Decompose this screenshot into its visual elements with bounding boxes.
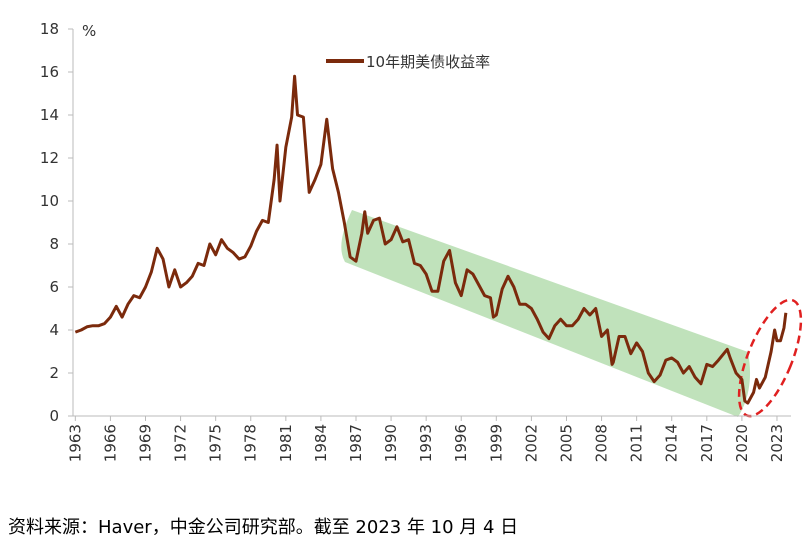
x-tick-label: 1993 xyxy=(417,424,435,462)
y-tick-label: 4 xyxy=(49,321,59,339)
y-tick-label: 18 xyxy=(40,20,59,38)
y-tick-label: 10 xyxy=(40,192,59,210)
x-tick-label: 1972 xyxy=(172,424,190,462)
y-tick-label: 2 xyxy=(49,364,59,382)
highlight-ellipse xyxy=(737,298,803,418)
x-tick-label: 1978 xyxy=(242,424,260,462)
x-tick-label: 2011 xyxy=(628,424,646,462)
x-tick-label: 1999 xyxy=(487,424,505,462)
y-unit: % xyxy=(82,22,96,40)
x-tick-label: 1963 xyxy=(66,424,84,462)
x-tick-label: 2014 xyxy=(663,424,681,462)
source-note: 资料来源：Haver，中金公司研究部。截至 2023 年 10 月 4 日 xyxy=(8,517,518,538)
x-tick-label: 2020 xyxy=(733,424,751,462)
x-tick-label: 2002 xyxy=(522,424,540,462)
x-tick-label: 2008 xyxy=(593,424,611,462)
y-tick-label: 12 xyxy=(40,149,59,167)
y-tick-label: 0 xyxy=(49,407,59,425)
x-tick-label: 1981 xyxy=(277,424,295,462)
x-tick-label: 2005 xyxy=(557,424,575,462)
y-tick-label: 6 xyxy=(49,278,59,296)
y-tick-label: 14 xyxy=(40,106,59,124)
x-tick-label: 2023 xyxy=(768,424,786,462)
x-tick-label: 1984 xyxy=(312,424,330,462)
x-tick-label: 1987 xyxy=(347,424,365,462)
line-series xyxy=(74,74,788,405)
legend-label: 10年期美债收益率 xyxy=(366,53,490,71)
x-tick-label: 2017 xyxy=(698,424,716,462)
x-tick-label: 1975 xyxy=(207,424,225,462)
y-tick-label: 16 xyxy=(40,63,59,81)
x-tick-label: 1990 xyxy=(382,424,400,462)
y-tick-label: 8 xyxy=(49,235,59,253)
x-tick-label: 1966 xyxy=(101,424,119,462)
x-tick-label: 1969 xyxy=(137,424,155,462)
x-tick-label: 1996 xyxy=(452,424,470,462)
